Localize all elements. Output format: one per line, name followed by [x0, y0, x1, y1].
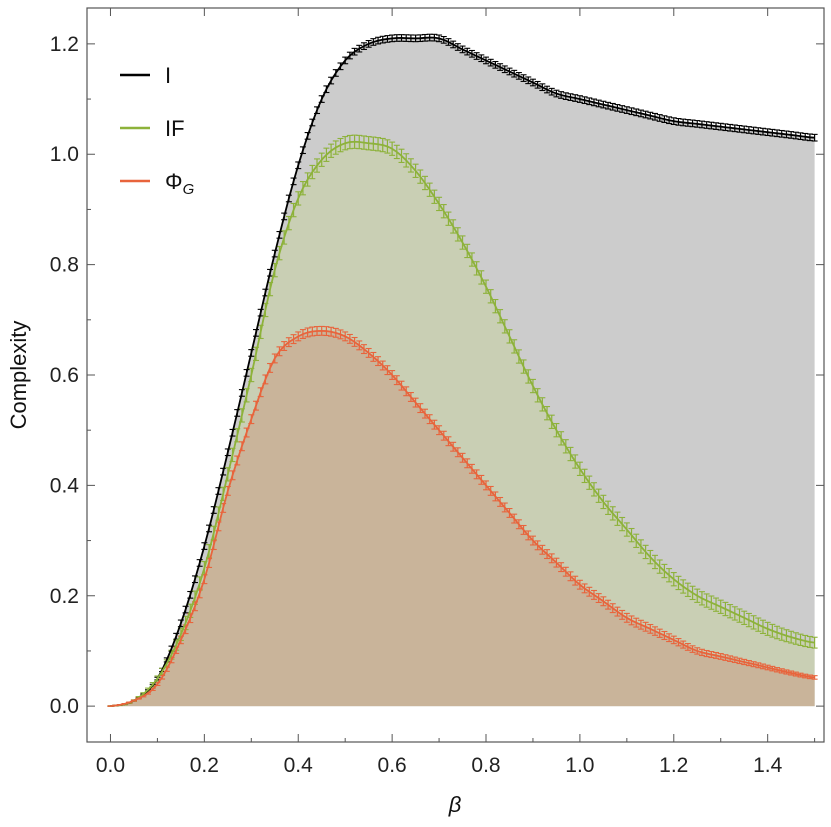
y-axis-title: Complexity	[6, 321, 31, 430]
legend: I IF ΦG	[120, 63, 195, 198]
legend-label-subscript: G	[183, 181, 195, 198]
legend-label: I	[165, 63, 171, 88]
line-layer	[110, 36, 815, 708]
y-axis: 0.0 0.2 0.4 0.6 0.8 1.0 1.2	[50, 33, 824, 718]
x-tick-label: 0.4	[284, 754, 314, 777]
x-tick-label: 0.6	[378, 754, 407, 777]
y-tick-label: 0.8	[50, 254, 79, 277]
series-line-2	[110, 329, 815, 708]
y-tick-label: 0.0	[50, 695, 79, 718]
x-tick-label: 0.8	[471, 754, 500, 777]
legend-label: ΦG	[165, 169, 195, 198]
x-tick-label: 1.2	[659, 754, 688, 777]
x-axis-title: β	[448, 792, 462, 817]
series-fill-2	[110, 330, 815, 707]
x-axis: 0.0 0.2 0.4 0.6 0.8 1.0 1.2 1.4	[96, 8, 816, 777]
y-tick-label: 0.4	[50, 474, 80, 497]
y-tick-label: 1.0	[50, 143, 79, 166]
x-tick-label: 1.4	[753, 754, 783, 777]
fill-layer	[110, 37, 815, 707]
legend-label: IF	[165, 116, 185, 141]
y-tick-label: 1.2	[50, 33, 79, 56]
x-tick-label: 0.2	[190, 754, 219, 777]
x-tick-label: 1.0	[565, 754, 594, 777]
y-tick-label: 0.2	[50, 585, 79, 608]
series-line-0	[110, 36, 815, 708]
series-line-1	[110, 140, 815, 708]
y-tick-label: 0.6	[50, 364, 79, 387]
x-tick-label: 0.0	[96, 754, 125, 777]
